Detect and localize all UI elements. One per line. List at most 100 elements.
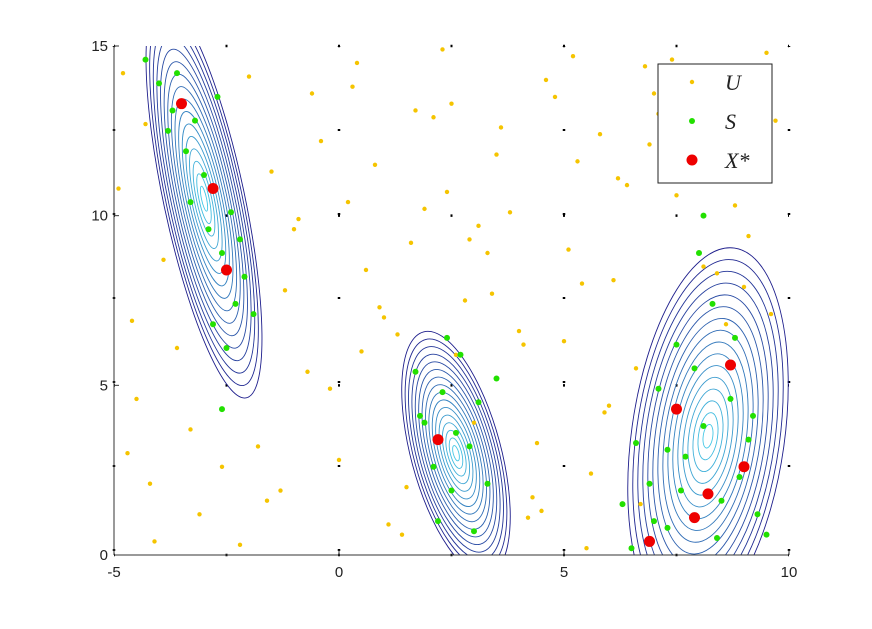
- point: [741, 284, 747, 290]
- contour: [428, 391, 484, 515]
- point: [732, 334, 738, 341]
- contour: [425, 384, 487, 523]
- point: [471, 420, 477, 425]
- point: [682, 453, 689, 460]
- point: [350, 84, 355, 89]
- contour: [418, 368, 494, 538]
- point: [588, 471, 594, 476]
- point: [773, 118, 778, 123]
- point: [269, 169, 274, 174]
- point: [448, 487, 455, 494]
- point: [493, 375, 500, 382]
- point: [579, 281, 585, 286]
- point: [597, 132, 603, 137]
- contour: [189, 148, 219, 249]
- point: [606, 403, 612, 408]
- point: [210, 321, 216, 328]
- legend-label: U: [725, 70, 743, 95]
- point: [498, 125, 504, 130]
- point: [432, 434, 444, 446]
- point: [476, 223, 481, 229]
- point: [439, 389, 446, 396]
- x-tick-label: 5: [560, 564, 568, 581]
- point: [309, 91, 315, 96]
- point: [377, 305, 382, 310]
- point: [714, 271, 720, 276]
- contour: [445, 429, 467, 477]
- point: [413, 108, 418, 113]
- point: [336, 457, 342, 463]
- point: [219, 406, 225, 413]
- point: [615, 176, 621, 181]
- contour: [178, 111, 230, 287]
- y-tick-label: 10: [91, 208, 108, 225]
- point: [736, 473, 743, 480]
- contour: [411, 353, 501, 553]
- point: [709, 300, 716, 307]
- point: [462, 298, 468, 303]
- point: [408, 240, 414, 246]
- point: [363, 267, 369, 273]
- point: [471, 528, 477, 535]
- contour: [145, 46, 263, 399]
- legend-label: X*: [724, 148, 749, 173]
- point: [430, 463, 437, 470]
- point: [754, 511, 761, 518]
- contour: [632, 259, 784, 555]
- point: [725, 359, 736, 371]
- point: [768, 311, 774, 317]
- contours: [145, 46, 789, 555]
- legend-marker: [689, 118, 695, 124]
- contour: [163, 61, 245, 337]
- contour: [421, 376, 491, 530]
- contour: [408, 346, 504, 555]
- contour: [642, 282, 774, 555]
- contour: [435, 407, 477, 500]
- point: [197, 512, 202, 517]
- point: [489, 291, 495, 296]
- contour: [652, 306, 764, 555]
- point: [246, 74, 252, 79]
- point: [584, 546, 589, 551]
- point: [651, 518, 657, 525]
- contour: [627, 247, 789, 555]
- point: [732, 203, 738, 208]
- point: [763, 531, 770, 538]
- point: [647, 142, 652, 147]
- point: [381, 315, 387, 320]
- point: [521, 342, 526, 347]
- point: [552, 94, 558, 100]
- point: [219, 464, 225, 469]
- legend-label: S: [725, 109, 736, 134]
- point: [147, 481, 153, 486]
- point: [250, 311, 257, 318]
- point: [142, 56, 149, 63]
- point: [566, 247, 571, 252]
- point: [467, 237, 472, 242]
- contour: [647, 294, 769, 555]
- point: [669, 57, 675, 62]
- point: [651, 91, 657, 96]
- point: [516, 328, 522, 334]
- point: [291, 227, 297, 232]
- contour: [697, 412, 719, 461]
- contour: [160, 48, 248, 349]
- point: [176, 98, 187, 110]
- point: [619, 501, 626, 508]
- contour: [170, 86, 238, 312]
- point: [395, 332, 400, 337]
- point: [644, 535, 655, 547]
- legend: US X*: [657, 63, 773, 184]
- point: [655, 385, 662, 392]
- contour: [682, 376, 734, 496]
- x-tick-label: -5: [107, 564, 120, 581]
- x-tick-label: 10: [781, 564, 798, 581]
- contour: [687, 388, 729, 484]
- point: [525, 515, 531, 520]
- legend-bg: [658, 64, 772, 183]
- point: [255, 444, 261, 449]
- contour: [657, 317, 759, 555]
- point: [282, 288, 288, 293]
- legend-marker: [689, 79, 695, 85]
